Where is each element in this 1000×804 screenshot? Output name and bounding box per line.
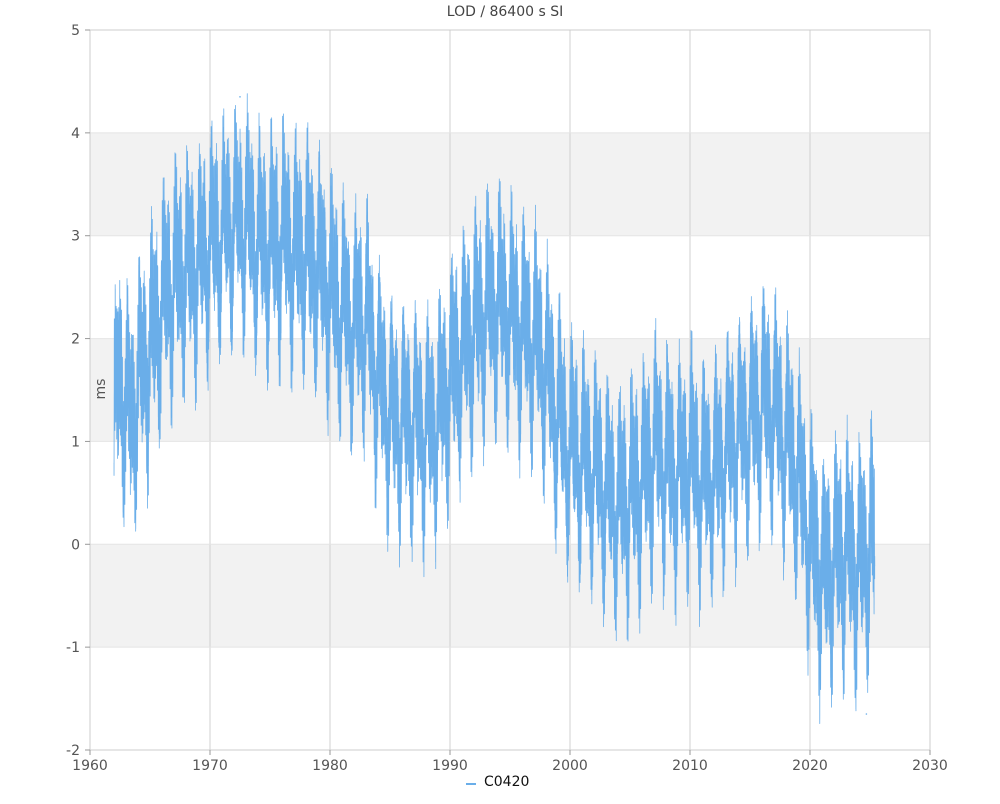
series-peak-point <box>239 96 241 98</box>
y-axis-label: ms <box>93 379 109 400</box>
chart-title: LOD / 86400 s SI <box>447 4 563 20</box>
x-axis-ticks: 1960 1970 1980 1990 2000 2010 2020 2030 <box>72 750 948 774</box>
x-tick-label: 2030 <box>912 758 948 774</box>
x-tick-label: 2000 <box>552 758 588 774</box>
x-tick-label: 1960 <box>72 758 108 774</box>
x-tick-label: 1980 <box>312 758 348 774</box>
y-tick-label: 0 <box>71 537 80 553</box>
x-tick-label: 2020 <box>792 758 828 774</box>
series-line-c0420[interactable] <box>113 93 876 724</box>
x-tick-label: 1970 <box>192 758 228 774</box>
series-trough-point <box>865 713 868 715</box>
y-axis-ticks: -2 -1 0 1 2 3 4 5 <box>66 23 90 759</box>
series-layer <box>113 93 876 724</box>
x-tick-label: 2010 <box>672 758 708 774</box>
y-tick-label: 4 <box>71 126 80 142</box>
y-tick-label: -2 <box>66 743 80 759</box>
y-tick-label: 3 <box>71 229 80 245</box>
legend[interactable]: C0420 <box>466 774 529 790</box>
y-tick-label: 1 <box>71 434 80 450</box>
legend-label-c0420[interactable]: C0420 <box>484 774 529 790</box>
y-tick-label: 2 <box>71 332 80 348</box>
x-tick-label: 1990 <box>432 758 468 774</box>
plot-band <box>90 544 930 648</box>
plot-frame <box>89 29 931 751</box>
y-tick-label: 5 <box>71 23 80 39</box>
y-tick-label: -1 <box>66 640 80 656</box>
